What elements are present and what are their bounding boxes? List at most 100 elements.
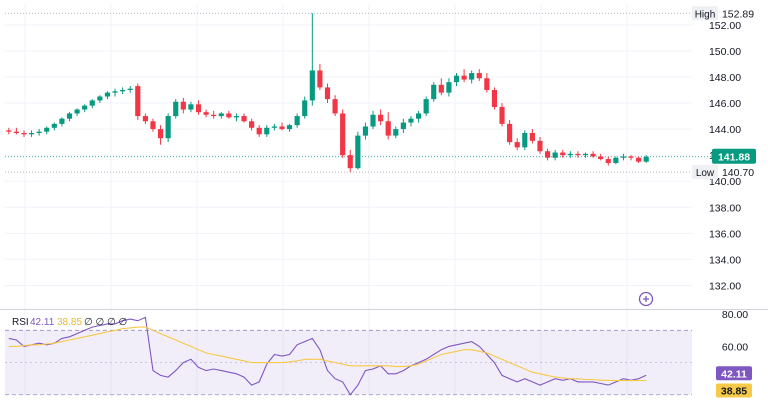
candle[interactable] xyxy=(393,126,399,139)
candle[interactable] xyxy=(484,73,490,93)
candle[interactable] xyxy=(522,130,528,150)
candle[interactable] xyxy=(324,83,331,104)
candle-body xyxy=(188,104,194,110)
candle[interactable] xyxy=(180,97,186,114)
candle[interactable] xyxy=(378,109,384,126)
candle[interactable] xyxy=(59,117,65,127)
candle[interactable] xyxy=(13,127,19,135)
candle[interactable] xyxy=(28,130,35,137)
candle-body xyxy=(575,153,581,156)
candle[interactable] xyxy=(582,152,589,158)
add-indicator-button[interactable] xyxy=(638,291,654,307)
candle[interactable] xyxy=(112,88,118,97)
candle[interactable] xyxy=(605,156,611,166)
candle[interactable] xyxy=(355,131,361,170)
candle[interactable] xyxy=(36,129,42,136)
candle[interactable] xyxy=(286,123,293,132)
candle[interactable] xyxy=(628,155,634,161)
candle[interactable] xyxy=(66,112,73,122)
candle[interactable] xyxy=(21,130,27,137)
candle[interactable] xyxy=(173,99,179,119)
candle[interactable] xyxy=(590,151,596,158)
candle[interactable] xyxy=(256,125,262,137)
candle[interactable] xyxy=(6,127,12,135)
candle[interactable] xyxy=(347,149,353,173)
candle[interactable] xyxy=(507,119,513,145)
rsi-line[interactable] xyxy=(8,316,647,396)
candle[interactable] xyxy=(218,112,224,119)
candle[interactable] xyxy=(74,108,80,117)
candle[interactable] xyxy=(302,96,308,119)
candle[interactable] xyxy=(44,126,50,135)
candle-body xyxy=(499,106,505,124)
candle[interactable] xyxy=(643,155,649,163)
candle[interactable] xyxy=(560,149,566,158)
candle[interactable] xyxy=(317,63,323,90)
candlestick-series[interactable] xyxy=(6,13,649,173)
candle[interactable] xyxy=(127,86,133,93)
candle[interactable] xyxy=(82,104,88,113)
candle[interactable] xyxy=(97,95,103,104)
candle[interactable] xyxy=(575,151,581,158)
candle[interactable] xyxy=(135,83,141,120)
candle[interactable] xyxy=(211,110,217,119)
candle[interactable] xyxy=(415,110,422,123)
candle[interactable] xyxy=(620,153,627,161)
candle[interactable] xyxy=(598,153,604,161)
candle[interactable] xyxy=(453,73,460,87)
candle[interactable] xyxy=(370,110,376,130)
candle[interactable] xyxy=(150,118,156,132)
last-price-badge-bg xyxy=(712,148,756,164)
candle[interactable] xyxy=(226,110,232,119)
candle[interactable] xyxy=(423,96,429,117)
candle[interactable] xyxy=(636,156,642,163)
candle[interactable] xyxy=(233,113,240,122)
candle[interactable] xyxy=(567,151,573,158)
candle[interactable] xyxy=(431,82,437,102)
candle[interactable] xyxy=(552,149,558,161)
price-tick-label: 146.00 xyxy=(709,98,741,110)
candle[interactable] xyxy=(400,118,406,133)
candle[interactable] xyxy=(104,91,111,100)
candle[interactable] xyxy=(340,109,346,158)
candle[interactable] xyxy=(309,13,315,106)
candle[interactable] xyxy=(537,136,543,154)
candle[interactable] xyxy=(294,113,300,128)
candle[interactable] xyxy=(613,156,619,165)
candle[interactable] xyxy=(469,70,475,84)
candle[interactable] xyxy=(279,122,285,131)
candle-body xyxy=(393,129,399,136)
candle-body xyxy=(362,126,369,136)
candle[interactable] xyxy=(499,103,505,127)
candle[interactable] xyxy=(446,78,452,97)
candle[interactable] xyxy=(529,129,535,144)
candle[interactable] xyxy=(385,112,391,140)
candle[interactable] xyxy=(362,122,369,140)
candle[interactable] xyxy=(476,69,482,81)
candle[interactable] xyxy=(51,122,57,131)
candle[interactable] xyxy=(514,138,520,150)
candle[interactable] xyxy=(157,125,164,145)
candle[interactable] xyxy=(195,100,202,115)
candle-body xyxy=(324,87,331,100)
candle[interactable] xyxy=(165,113,171,143)
candle[interactable] xyxy=(249,118,255,131)
price-tick-label: 132.00 xyxy=(709,280,741,292)
candle[interactable] xyxy=(120,87,126,94)
candle[interactable] xyxy=(544,148,551,161)
candle[interactable] xyxy=(438,78,444,96)
candle[interactable] xyxy=(203,109,209,118)
candle[interactable] xyxy=(332,95,338,117)
candle[interactable] xyxy=(142,113,148,124)
rsi-ma-line[interactable] xyxy=(8,326,647,382)
candle[interactable] xyxy=(491,87,498,110)
candle-body xyxy=(28,133,35,135)
candle[interactable] xyxy=(89,99,95,109)
candle[interactable] xyxy=(188,101,194,113)
candle[interactable] xyxy=(408,116,414,127)
rsi-legend[interactable]: RSI 42.11 38.85 ∅ ∅ ∅ ∅ xyxy=(12,317,127,328)
candle[interactable] xyxy=(241,113,247,123)
candle[interactable] xyxy=(461,69,467,83)
candle[interactable] xyxy=(264,125,270,137)
candle[interactable] xyxy=(271,123,277,131)
